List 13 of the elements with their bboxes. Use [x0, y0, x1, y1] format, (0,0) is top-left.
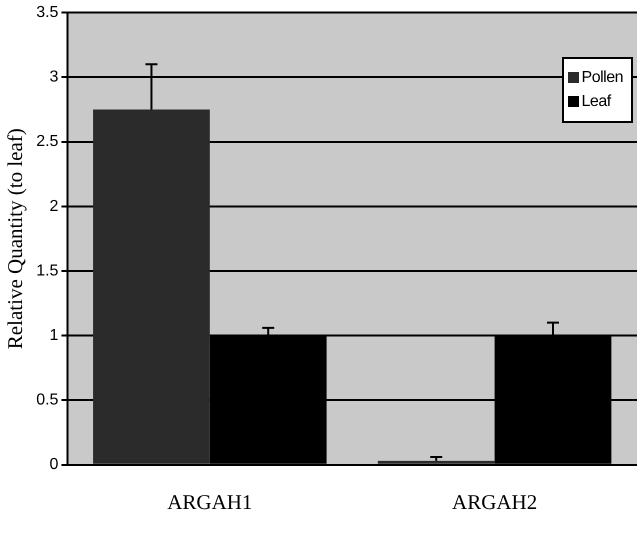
legend-label: Pollen [582, 68, 623, 87]
y-tick-label: 0.5 [36, 392, 59, 409]
y-tick-label: 0 [50, 456, 59, 474]
y-tick-label: 1 [50, 327, 59, 344]
y-tick-label: 3 [50, 68, 59, 86]
legend-label: Leaf [582, 92, 611, 111]
y-tick-label: 3.5 [36, 4, 59, 22]
y-tick-label: 1.5 [36, 262, 59, 280]
x-tick-label: ARGAH1 [167, 490, 252, 514]
y-tick-label: 2 [50, 198, 59, 215]
y-tick-label: 2.5 [36, 133, 59, 150]
x-tick-label: ARGAH2 [452, 490, 538, 514]
y-axis-title: Relative Quantity (to leaf) [3, 128, 28, 350]
